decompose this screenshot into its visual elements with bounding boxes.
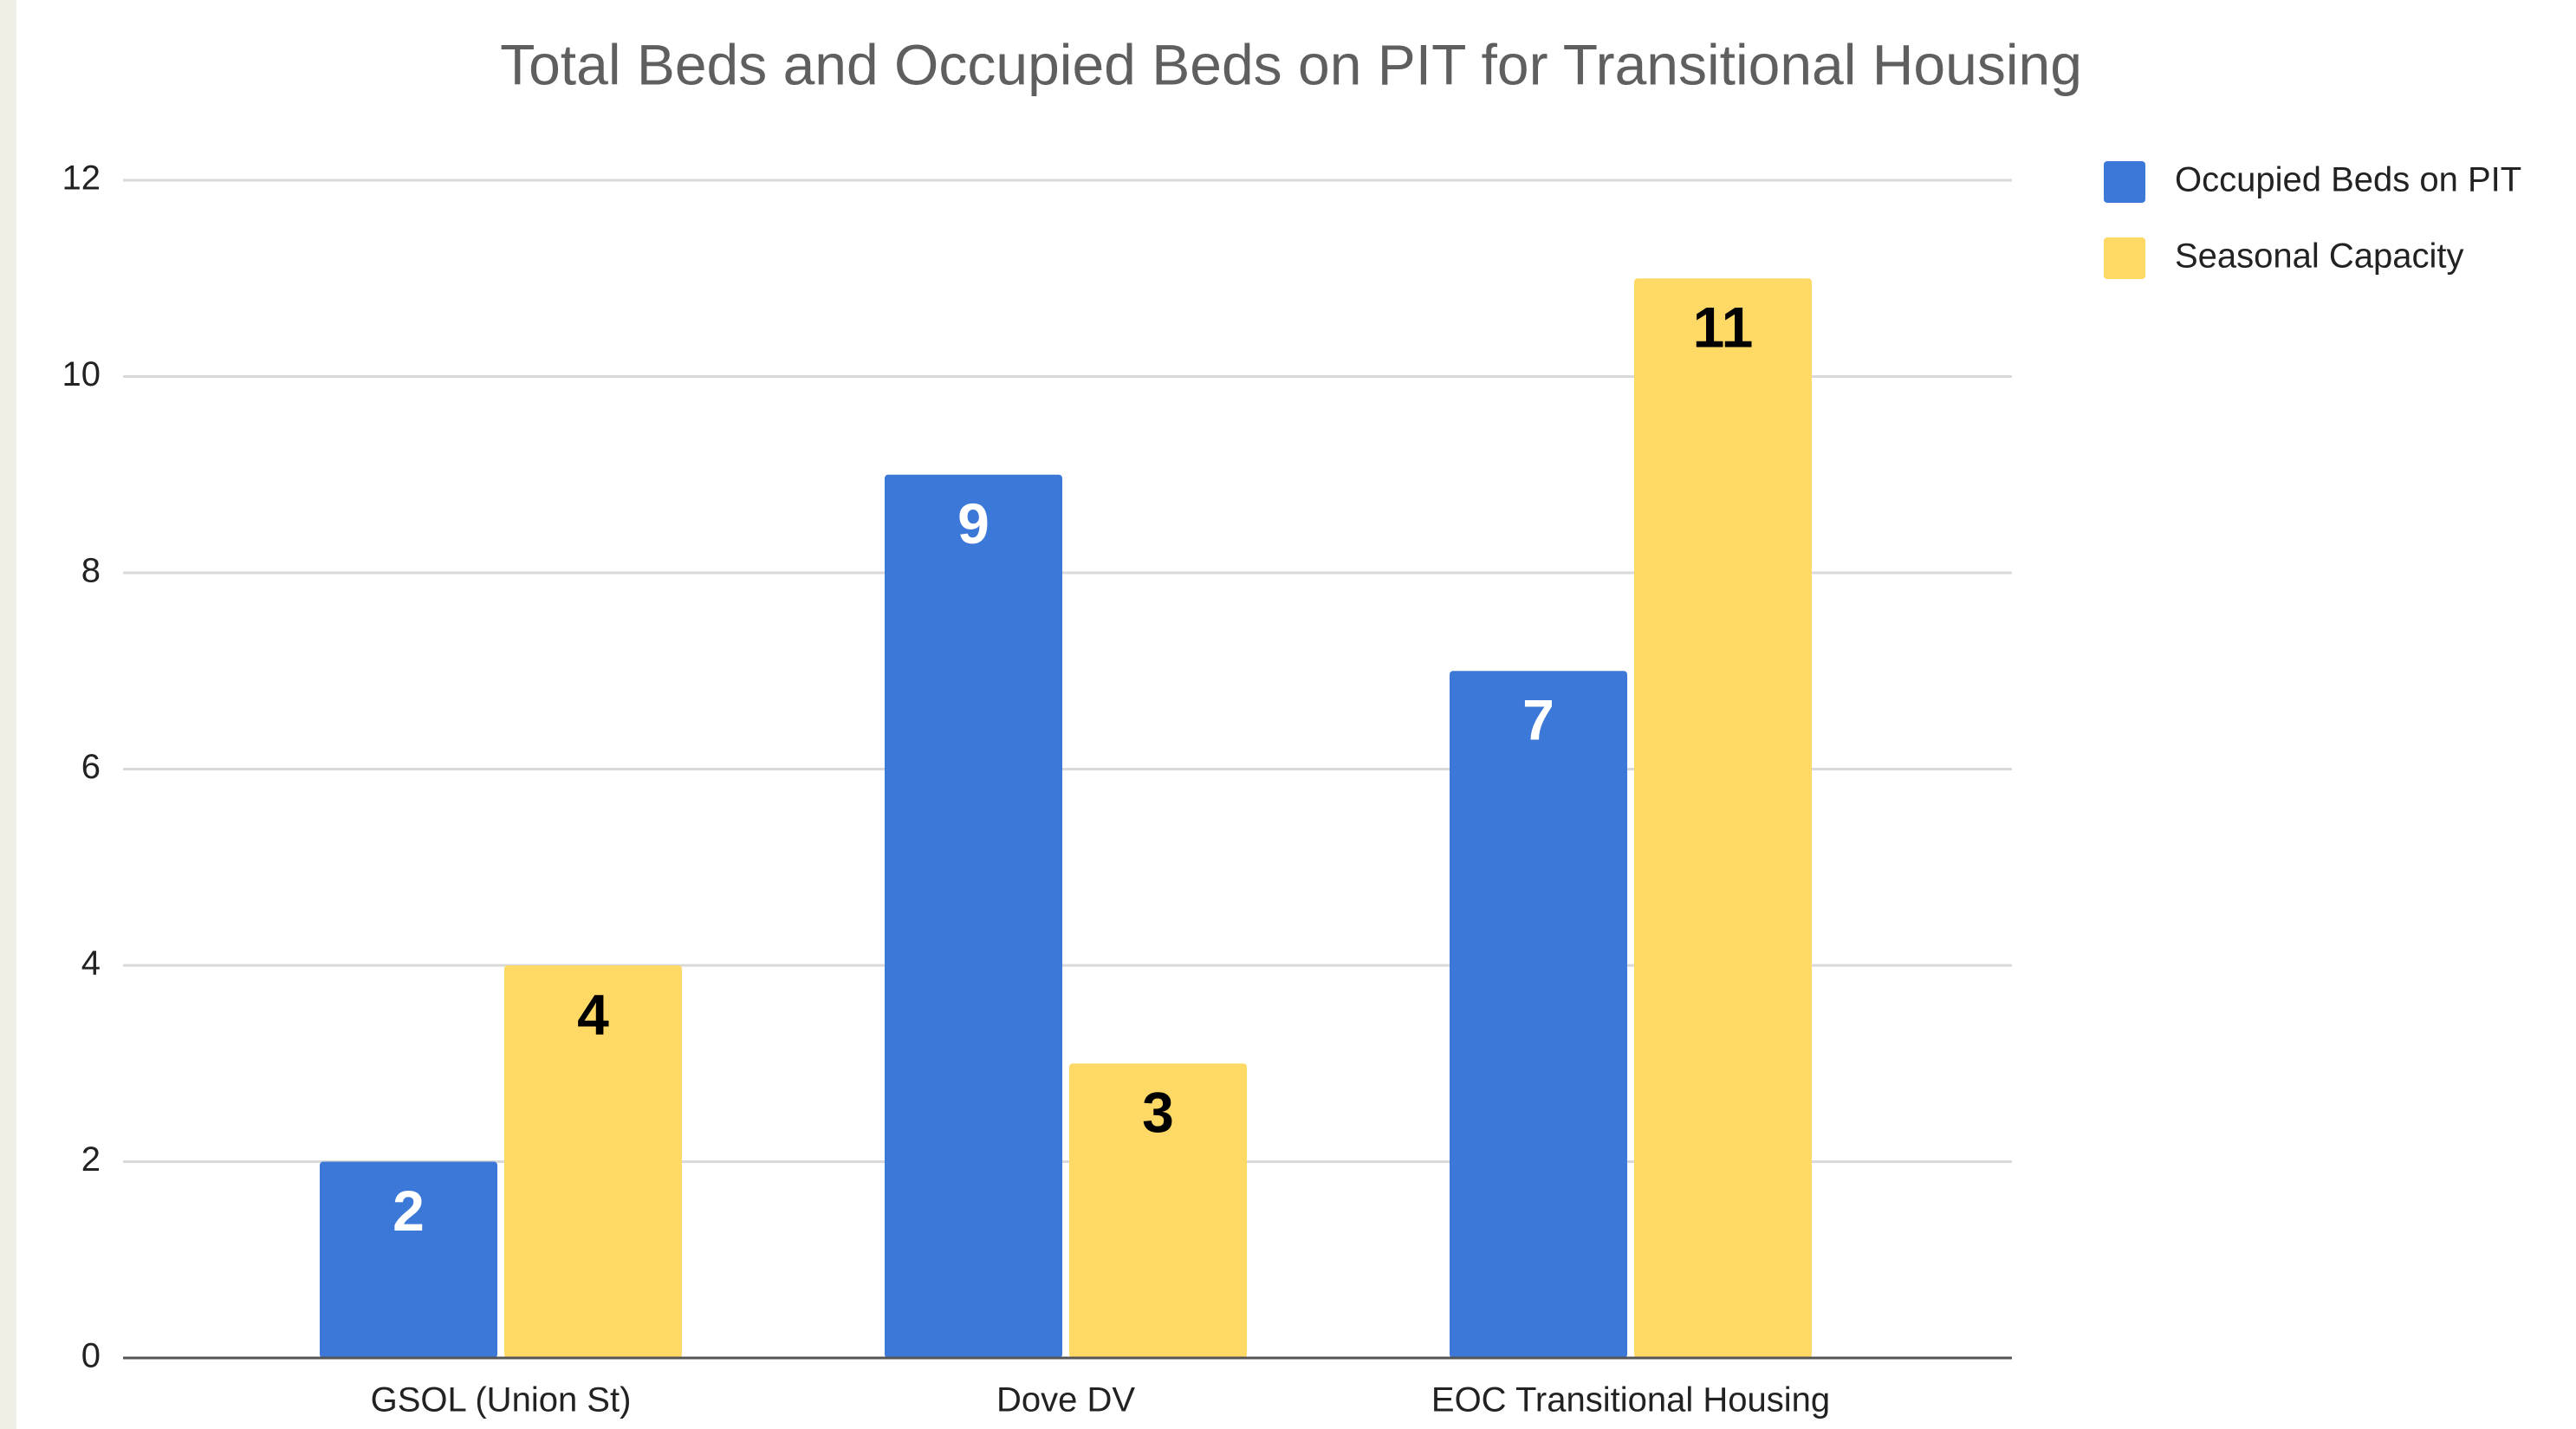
y-tick-label: 8 — [81, 552, 101, 590]
bar — [1450, 671, 1627, 1358]
bar — [885, 474, 1062, 1358]
data-label: 4 — [577, 982, 609, 1046]
x-tick-label: GSOL (Union St) — [371, 1381, 632, 1419]
legend-swatch — [2104, 161, 2145, 203]
bar — [1634, 278, 1812, 1358]
y-tick-label: 4 — [81, 945, 101, 983]
data-label: 2 — [393, 1179, 425, 1243]
data-label: 11 — [1693, 296, 1754, 360]
bar — [320, 1161, 497, 1358]
data-label: 3 — [1142, 1081, 1174, 1145]
legend-label: Seasonal Capacity — [2175, 237, 2464, 276]
legend-label: Occupied Beds on PIT — [2175, 161, 2521, 199]
x-tick-label: EOC Transitional Housing — [1431, 1381, 1830, 1419]
bar — [504, 965, 682, 1358]
y-tick-label: 0 — [81, 1337, 101, 1375]
y-tick-label: 10 — [62, 355, 101, 393]
y-tick-label: 2 — [81, 1140, 101, 1179]
legend-swatch — [2104, 237, 2145, 279]
data-label: 9 — [957, 491, 990, 555]
y-tick-label: 6 — [81, 748, 101, 786]
y-tick-label: 12 — [62, 159, 101, 198]
bar — [1069, 1063, 1247, 1358]
data-label: 7 — [1522, 688, 1554, 752]
chart-title: Total Beds and Occupied Beds on PIT for … — [500, 32, 2082, 96]
x-tick-label: Dove DV — [996, 1381, 1135, 1419]
